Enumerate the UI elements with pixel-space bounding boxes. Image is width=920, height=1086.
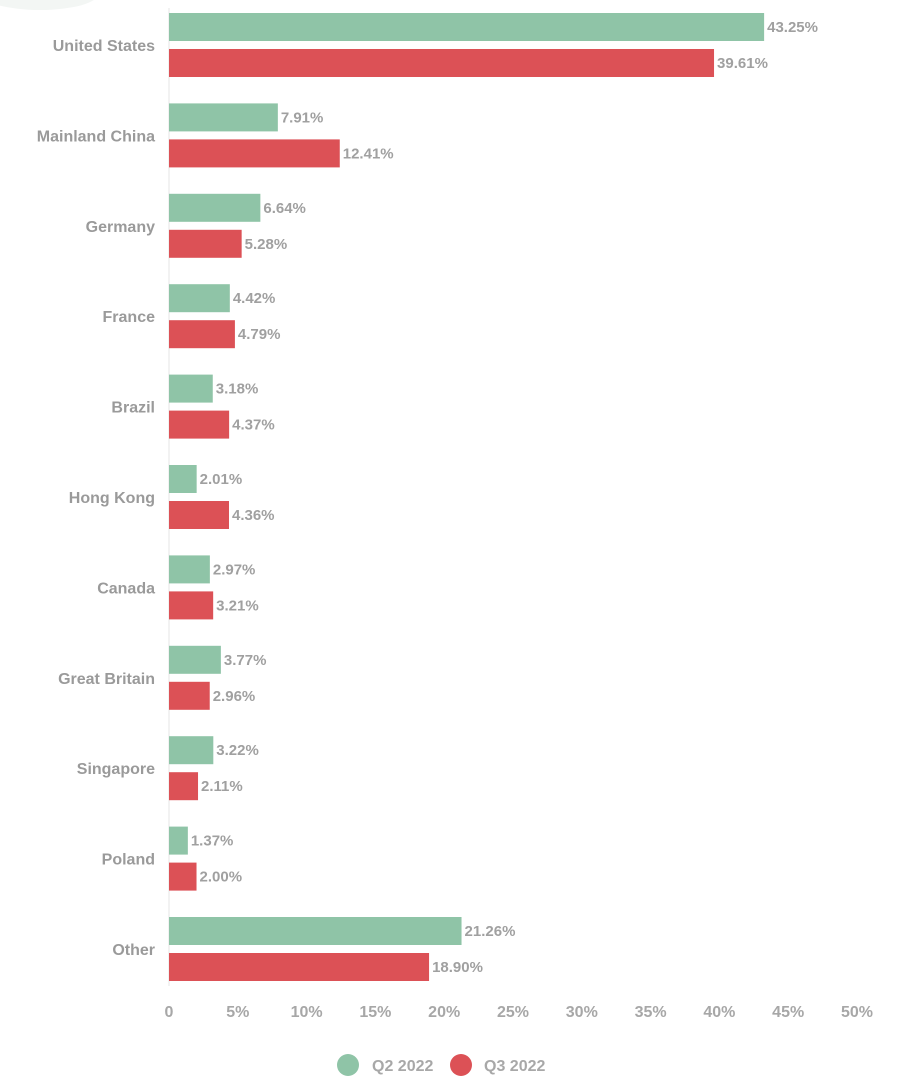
bar-united-states-q2-2022[interactable]: [169, 13, 765, 41]
bar-poland-q2-2022[interactable]: [169, 826, 188, 855]
bar-germany-q3-2022[interactable]: [169, 229, 242, 258]
x-tick-label-15: 15%: [359, 1004, 391, 1021]
bars-layer: 43.25% 39.61% 7.91% 12.41% 6.64% 5.28% 4.42% 4.…: [169, 13, 818, 981]
x-axis-ticks: 0 5% 10% 15% 20% 25% 30% 35% 40% 45% 50%: [165, 1004, 873, 1021]
value-label-united-states-q3-2022: 39.61%: [717, 55, 768, 72]
bar-mainland-china-q2-2022[interactable]: [169, 103, 278, 132]
bar-germany-q2-2022[interactable]: [169, 193, 261, 222]
value-label-canada-q3-2022: 3.21%: [216, 597, 259, 614]
value-label-singapore-q2-2022: 3.22%: [216, 742, 259, 759]
bar-mainland-china-q3-2022[interactable]: [169, 139, 340, 168]
value-label-hong-kong-q2-2022: 2.01%: [200, 471, 243, 488]
x-tick-label-35: 35%: [635, 1004, 667, 1021]
bar-france-q3-2022[interactable]: [169, 320, 235, 349]
category-label-hong-kong: Hong Kong: [69, 490, 155, 507]
category-label-singapore: Singapore: [77, 761, 155, 778]
corner-shadow-decoration: [0, 0, 94, 10]
category-label-brazil: Brazil: [111, 400, 155, 417]
x-tick-label-45: 45%: [772, 1004, 804, 1021]
x-tick-label-5: 5%: [226, 1004, 249, 1021]
value-label-poland-q2-2022: 1.37%: [191, 833, 234, 850]
value-label-poland-q3-2022: 2.00%: [200, 869, 243, 886]
legend[interactable]: Q2 2022 Q3 2022: [337, 1054, 545, 1076]
bar-great-britain-q3-2022[interactable]: [169, 681, 210, 710]
bar-canada-q2-2022[interactable]: [169, 555, 210, 584]
category-label-mainland-china: Mainland China: [37, 128, 155, 145]
value-label-france-q2-2022: 4.42%: [233, 290, 276, 307]
legend-item-q2-2022[interactable]: Q2 2022: [337, 1054, 433, 1076]
x-tick-label-20: 20%: [428, 1004, 460, 1021]
category-label-france: France: [103, 309, 156, 326]
bar-canada-q3-2022[interactable]: [169, 591, 214, 620]
bar-other-q3-2022[interactable]: [169, 953, 430, 981]
bar-united-states-q3-2022[interactable]: [169, 49, 715, 77]
category-label-great-britain: Great Britain: [58, 671, 155, 688]
value-label-singapore-q3-2022: 2.11%: [201, 778, 243, 795]
bar-singapore-q3-2022[interactable]: [169, 772, 199, 801]
value-label-france-q3-2022: 4.79%: [238, 326, 281, 343]
x-tick-label-25: 25%: [497, 1004, 529, 1021]
x-tick-label-30: 30%: [566, 1004, 598, 1021]
bar-poland-q3-2022[interactable]: [169, 862, 197, 891]
x-tick-label-50: 50%: [841, 1004, 873, 1021]
value-label-canada-q2-2022: 2.97%: [213, 561, 256, 578]
value-label-brazil-q2-2022: 3.18%: [216, 381, 259, 398]
bar-france-q2-2022[interactable]: [169, 284, 230, 313]
legend-item-q3-2022[interactable]: Q3 2022: [450, 1054, 545, 1076]
x-tick-label-10: 10%: [291, 1004, 323, 1021]
value-label-brazil-q3-2022: 4.37%: [232, 417, 275, 434]
category-labels: United States Mainland China Germany France…: [37, 38, 155, 959]
x-tick-label-0: 0: [165, 1004, 174, 1021]
x-tick-label-40: 40%: [703, 1004, 735, 1021]
value-label-germany-q3-2022: 5.28%: [245, 236, 288, 253]
legend-swatch-q3-2022: [450, 1054, 472, 1076]
value-label-hong-kong-q3-2022: 4.36%: [232, 507, 275, 524]
value-label-other-q3-2022: 18.90%: [432, 959, 483, 976]
bar-hong-kong-q3-2022[interactable]: [169, 501, 229, 529]
category-label-germany: Germany: [86, 219, 155, 236]
bar-hong-kong-q2-2022[interactable]: [169, 465, 197, 493]
value-label-mainland-china-q2-2022: 7.91%: [281, 109, 324, 126]
category-label-canada: Canada: [97, 580, 155, 597]
value-label-united-states-q2-2022: 43.25%: [767, 19, 818, 36]
category-label-poland: Poland: [102, 852, 155, 869]
value-label-mainland-china-q3-2022: 12.41%: [343, 145, 394, 162]
value-label-germany-q2-2022: 6.64%: [263, 200, 306, 217]
bar-other-q2-2022[interactable]: [169, 917, 462, 945]
bar-great-britain-q2-2022[interactable]: [169, 645, 221, 674]
value-label-other-q2-2022: 21.26%: [465, 923, 516, 940]
bar-singapore-q2-2022[interactable]: [169, 736, 214, 765]
legend-label-q2-2022: Q2 2022: [372, 1058, 433, 1075]
legend-label-q3-2022: Q3 2022: [484, 1058, 545, 1075]
value-label-great-britain-q2-2022: 3.77%: [224, 652, 267, 669]
bar-brazil-q2-2022[interactable]: [169, 374, 213, 403]
category-label-united-states: United States: [53, 38, 155, 55]
category-label-other: Other: [112, 942, 155, 959]
value-label-great-britain-q3-2022: 2.96%: [213, 688, 256, 705]
legend-swatch-q2-2022: [337, 1054, 359, 1076]
bar-brazil-q3-2022[interactable]: [169, 410, 230, 439]
